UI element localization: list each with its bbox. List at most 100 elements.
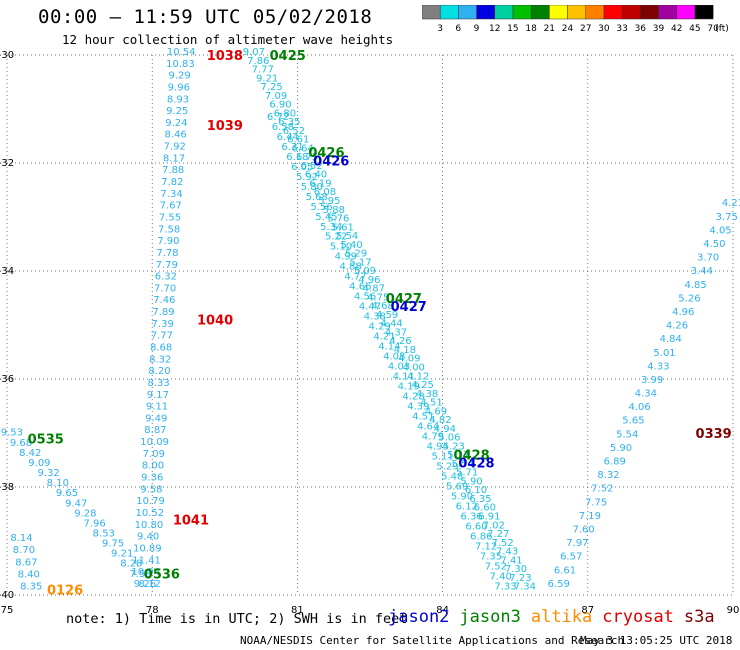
swh-value: 6.10 bbox=[465, 485, 487, 496]
swh-value: 8.46 bbox=[164, 130, 186, 141]
y-tick-label: -32 bbox=[0, 158, 14, 169]
swh-value: 7.23 bbox=[509, 573, 531, 584]
swh-value: 6.86 bbox=[470, 532, 492, 543]
swh-value: 4.94 bbox=[434, 424, 456, 435]
pass-time-label: 0425 bbox=[270, 49, 306, 64]
swh-value: 10.94 bbox=[131, 567, 160, 578]
scale-swatch bbox=[549, 5, 568, 20]
swh-value: 8.93 bbox=[167, 94, 189, 105]
swh-value: 7.82 bbox=[161, 177, 183, 188]
swh-value: 7.70 bbox=[154, 283, 176, 294]
swh-value: 5.17 bbox=[349, 257, 371, 268]
swh-value: 7.96 bbox=[83, 518, 105, 529]
swh-value: 4.56 bbox=[354, 292, 376, 303]
swh-value: 10.52 bbox=[135, 508, 164, 519]
scale-swatch bbox=[676, 5, 696, 20]
swh-value: 10.83 bbox=[166, 59, 195, 70]
swh-value: 5.40 bbox=[340, 240, 362, 251]
scale-tick: 70 bbox=[707, 24, 719, 34]
swh-value: 6.08 bbox=[314, 187, 336, 198]
scale-tick: 42 bbox=[671, 24, 682, 34]
swh-value: 7.67 bbox=[160, 201, 182, 212]
swh-value: 5.69 bbox=[446, 482, 468, 493]
swh-value: 6.60 bbox=[465, 522, 487, 533]
swh-value: 4.19 bbox=[398, 382, 420, 393]
swh-value: 7.77 bbox=[252, 65, 274, 76]
swh-value: 4.96 bbox=[672, 307, 694, 318]
swh-value: 5.95 bbox=[318, 196, 340, 207]
swh-value: 5.45 bbox=[315, 212, 337, 223]
swh-value: 3.99 bbox=[641, 375, 663, 386]
swh-value: 4.94 bbox=[427, 442, 449, 453]
swh-value: 6.52 bbox=[300, 161, 322, 172]
swh-value: 9.28 bbox=[74, 508, 96, 519]
x-tick-label: 84 bbox=[436, 605, 449, 616]
swh-value: 8.70 bbox=[13, 545, 35, 556]
scale-swatch bbox=[603, 5, 623, 20]
scale-tick: 45 bbox=[689, 24, 700, 34]
swh-value: 6.89 bbox=[604, 457, 626, 468]
swh-value: 6.61 bbox=[554, 565, 576, 576]
swh-value: 7.86 bbox=[247, 56, 269, 67]
swh-value: 5.76 bbox=[327, 214, 349, 225]
scale-tick: 39 bbox=[653, 24, 665, 34]
swh-value: 11.41 bbox=[132, 555, 161, 566]
swh-value: 7.52 bbox=[591, 484, 613, 495]
swh-value: 4.11 bbox=[393, 372, 415, 383]
swh-value: 4.34 bbox=[635, 389, 657, 400]
swh-value: 6.36 bbox=[461, 512, 483, 523]
swh-value: 7.55 bbox=[159, 212, 181, 223]
swh-value: 5.09 bbox=[354, 266, 376, 277]
swh-value: 4.12 bbox=[407, 371, 429, 382]
swh-value: 8.87 bbox=[144, 425, 166, 436]
swh-value: 7.90 bbox=[157, 236, 179, 247]
swh-value: 6.44 bbox=[277, 132, 299, 143]
swh-value: 10.54 bbox=[167, 47, 196, 58]
swh-value: 8.14 bbox=[10, 533, 32, 544]
swh-value: 6.58 bbox=[272, 122, 294, 133]
swh-value: 6.18 bbox=[286, 152, 308, 163]
pass-time-labels: 0536 0535 0126 1038 1039 1040 1041 0425 04260426… bbox=[28, 49, 732, 599]
swh-value: 5.68 bbox=[306, 192, 328, 203]
scale-swatch bbox=[439, 5, 459, 20]
scale-swatch bbox=[640, 5, 659, 20]
swh-value: 9.24 bbox=[165, 118, 187, 129]
swh-value: 6.91 bbox=[478, 511, 500, 522]
swh-value: 7.77 bbox=[151, 331, 173, 342]
swh-value: 5.92 bbox=[296, 172, 318, 183]
swh-value: 6.64 bbox=[292, 143, 314, 154]
swh-value: 7.35 bbox=[480, 552, 502, 563]
swh-value: 4.82 bbox=[429, 415, 451, 426]
swh-value: 9.58 bbox=[140, 484, 162, 495]
swh-value: 8.67 bbox=[15, 557, 37, 568]
swh-value: 4.29 bbox=[369, 322, 391, 333]
scale-swatch bbox=[512, 5, 532, 20]
scale-swatch bbox=[567, 5, 587, 20]
swh-value: 7.34 bbox=[160, 189, 182, 200]
scale-swatch bbox=[476, 5, 496, 20]
pass-time-label: 0426 bbox=[313, 154, 349, 169]
swh-value: 4.14 bbox=[378, 342, 400, 353]
swh-value: 7.58 bbox=[129, 569, 151, 580]
x-tick-label: 75 bbox=[1, 605, 14, 616]
swh-value: 5.34 bbox=[320, 222, 342, 233]
swh-value: 7.92 bbox=[164, 142, 186, 153]
swh-value: 5.88 bbox=[323, 205, 345, 216]
swh-value: 9.29 bbox=[168, 71, 190, 82]
swh-value: 9.07 bbox=[243, 47, 265, 58]
swh-value: 7.02 bbox=[483, 520, 505, 531]
swh-value: 4.47 bbox=[359, 302, 381, 313]
swh-value: 5.29 bbox=[436, 462, 458, 473]
swh-value: 4.51 bbox=[420, 398, 442, 409]
swh-value: 7.88 bbox=[162, 165, 184, 176]
swh-value: 3.75 bbox=[716, 212, 738, 223]
swh-value: 8.53 bbox=[93, 529, 115, 540]
swh-value: 9.36 bbox=[141, 473, 163, 484]
swh-value: 8.20 bbox=[148, 366, 170, 377]
swh-value: 8.32 bbox=[597, 470, 619, 481]
swh-value: 9.53 bbox=[1, 428, 23, 439]
scale-tick: 9 bbox=[474, 24, 480, 34]
swh-value: 4.03 bbox=[388, 362, 410, 373]
y-tick-label: -40 bbox=[0, 590, 14, 601]
swh-value: 5.90 bbox=[460, 476, 482, 487]
